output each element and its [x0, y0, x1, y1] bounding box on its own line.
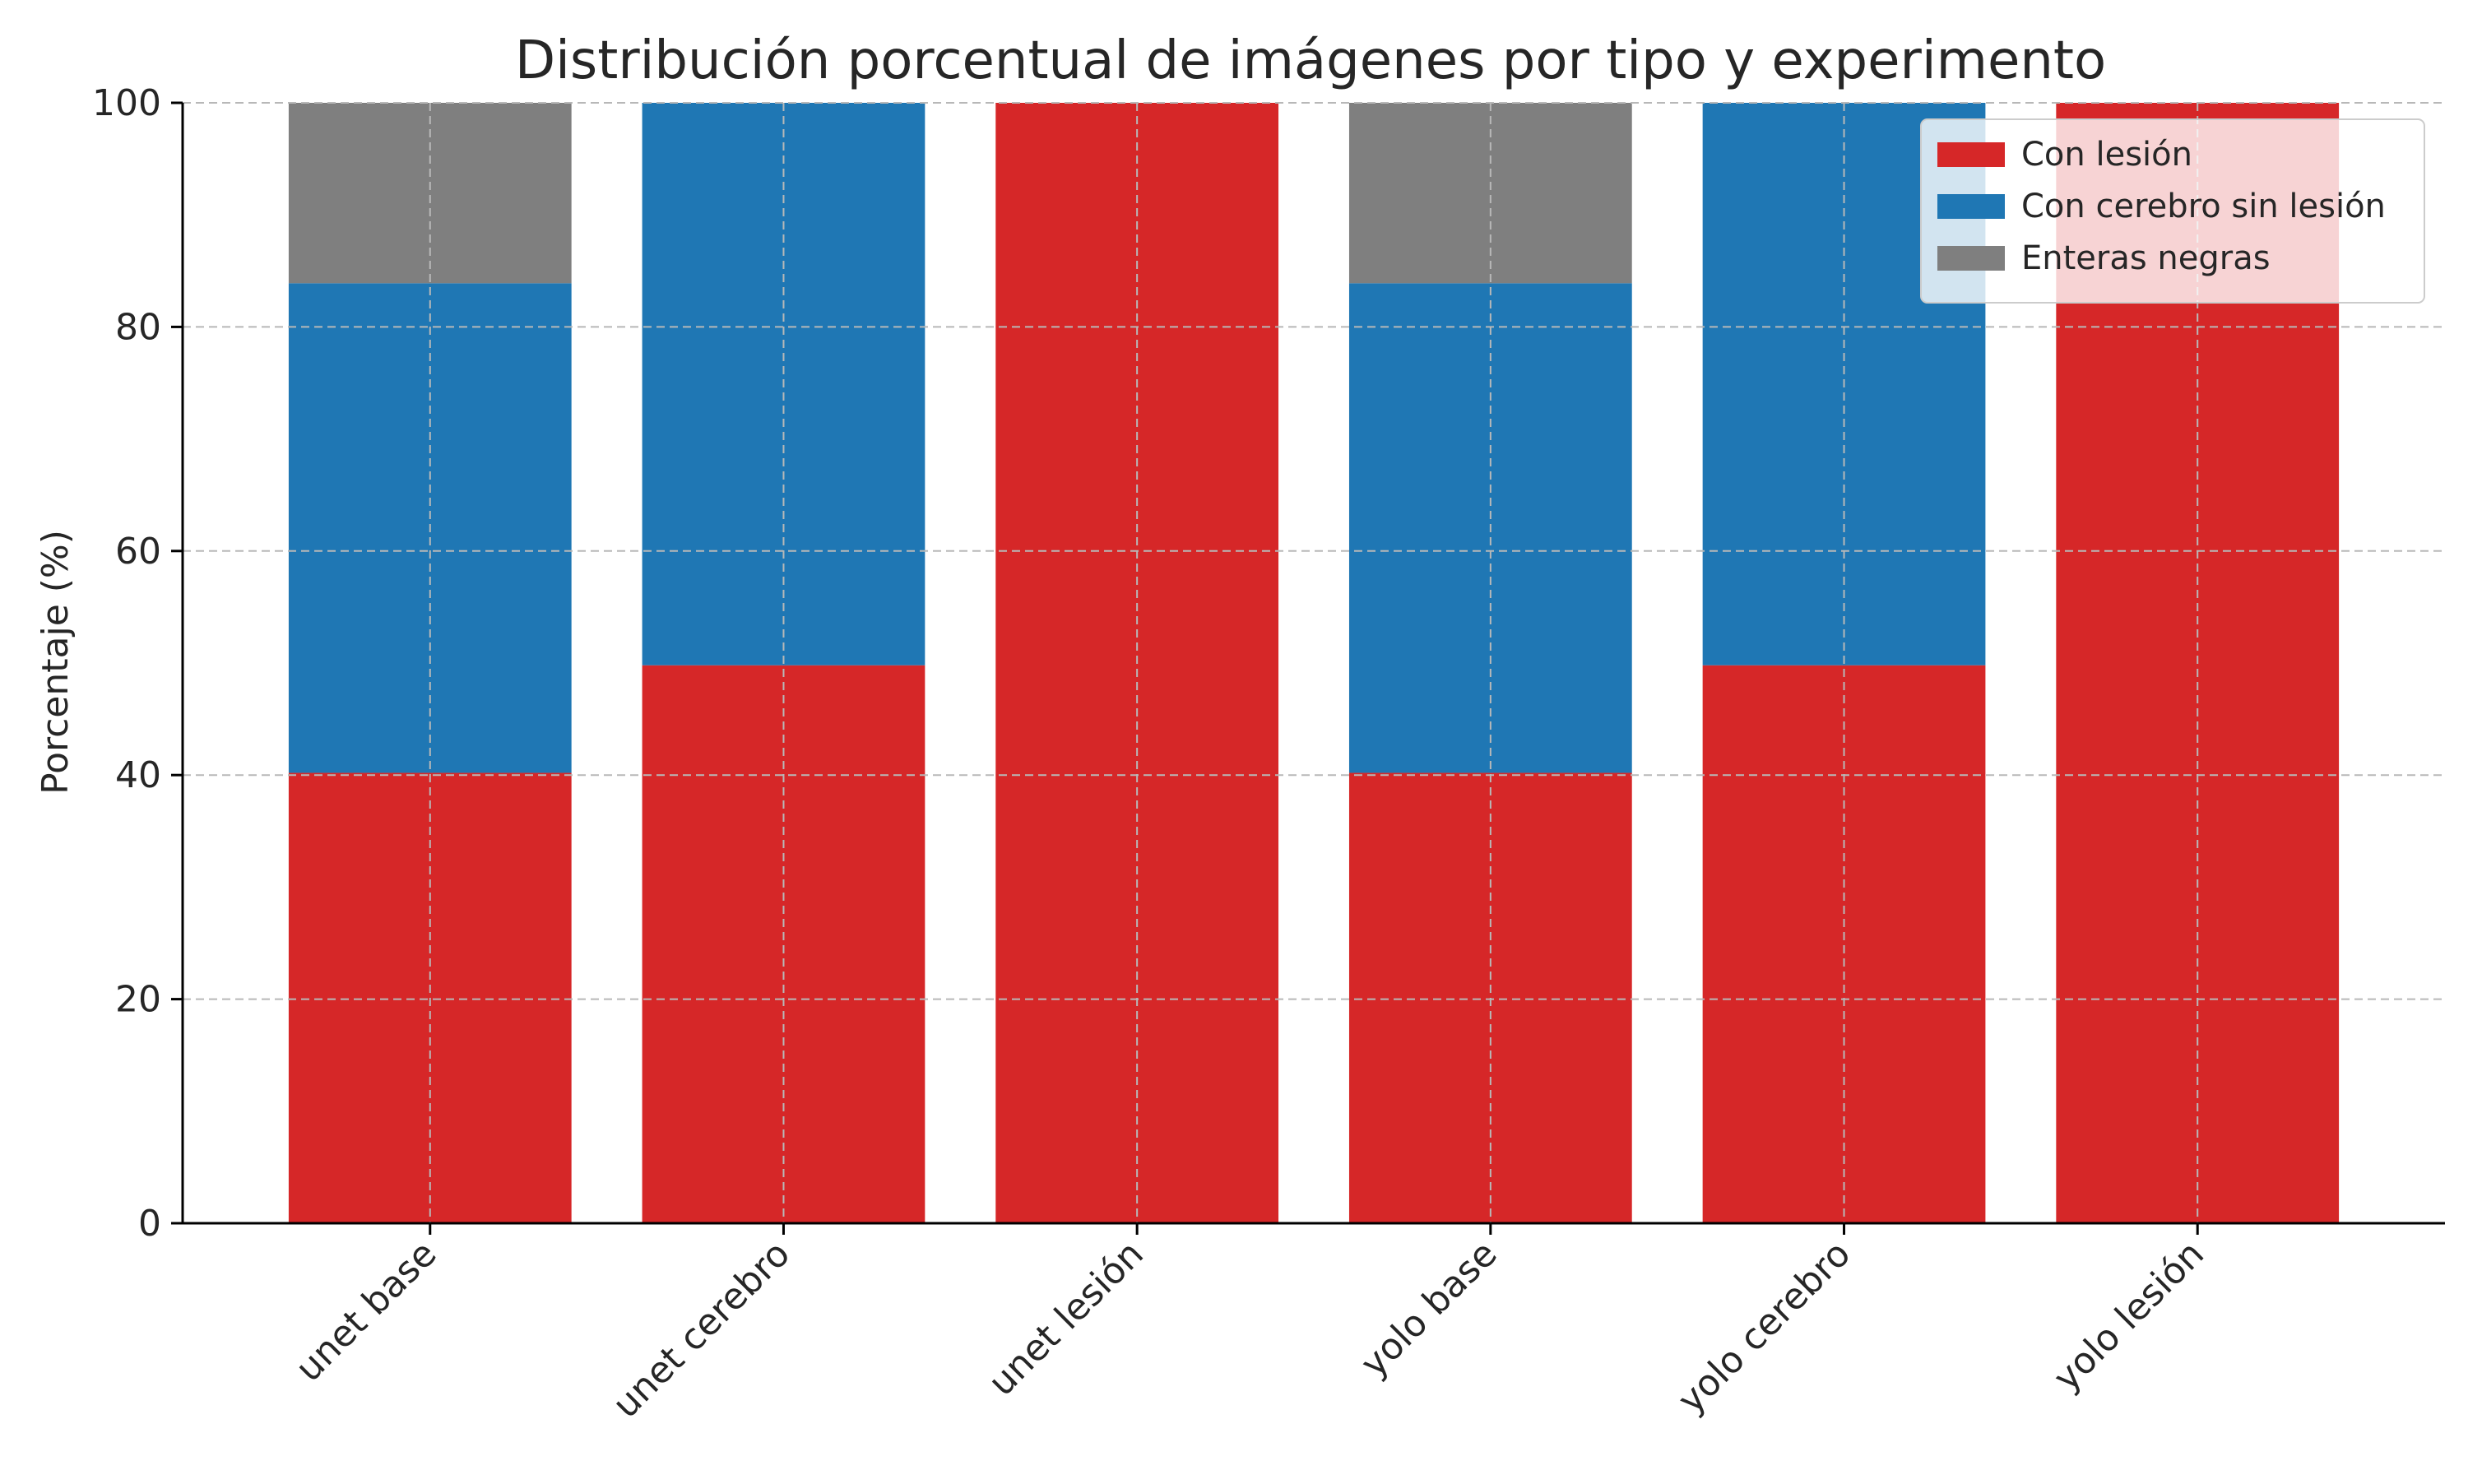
- y-tick-label-6: 100: [92, 82, 161, 124]
- x-tick-label-1: unet base: [288, 1233, 445, 1390]
- legend-swatch-2: [1937, 194, 2005, 219]
- x-tick-label-5: yolo cerebro: [1670, 1233, 1858, 1421]
- x-tick-label-3: unet lesión: [981, 1233, 1152, 1404]
- y-tick-label-3: 40: [115, 754, 161, 796]
- chart-title: Distribución porcentual de imágenes por …: [515, 30, 2106, 91]
- x-tick-label-4: yolo base: [1352, 1233, 1505, 1385]
- legend-swatch-3: [1937, 246, 2005, 271]
- y-tick-label-4: 60: [115, 531, 161, 573]
- legend-label-3: Enteras negras: [2021, 239, 2271, 277]
- y-tick-label-2: 20: [115, 979, 161, 1021]
- x-tick-label-2: unet cerebro: [605, 1233, 798, 1426]
- legend-swatch-1: [1937, 142, 2005, 167]
- legend-label-2: Con cerebro sin lesión: [2021, 188, 2386, 225]
- legend: Con lesión Con cerebro sin lesión Enteras …: [1920, 118, 2425, 304]
- legend-label-1: Con lesión: [2021, 136, 2192, 174]
- legend-box: [1920, 118, 2425, 304]
- y-tick-label-5: 80: [115, 306, 161, 348]
- y-tick-label-1: 0: [138, 1203, 161, 1245]
- x-tick-label-6: yolo lesión: [2046, 1233, 2212, 1399]
- y-axis-label: Porcentaje (%): [35, 530, 77, 795]
